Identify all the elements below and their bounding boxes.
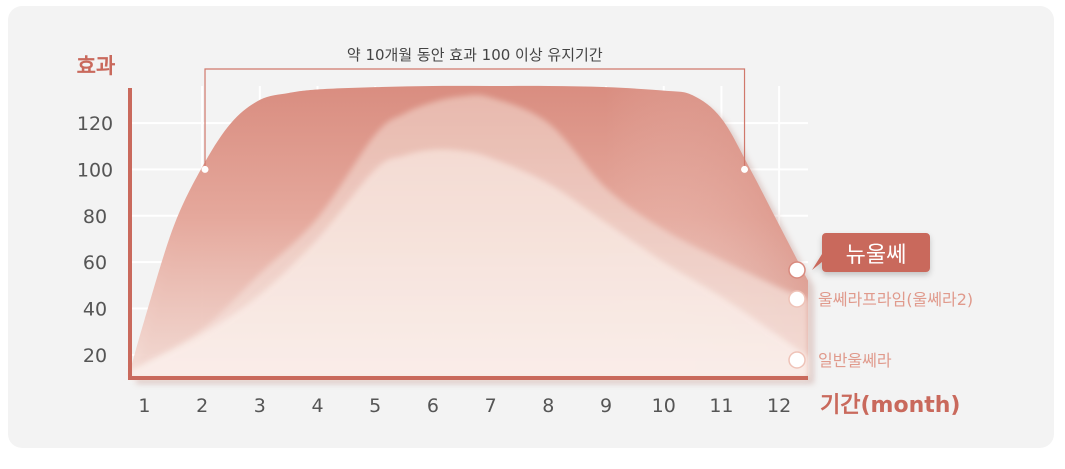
annotation-end-dot	[741, 165, 749, 173]
series-area-group	[130, 149, 808, 378]
x-tick-label: 2	[196, 395, 208, 417]
series-label: 일반울쎄라	[818, 351, 892, 370]
x-tick-label: 8	[542, 395, 554, 417]
y-axis-label: 효과	[77, 54, 116, 78]
x-axis-label: 기간(month)	[820, 393, 960, 418]
axes	[128, 88, 808, 380]
y-tick-label: 120	[77, 113, 113, 135]
y-tick-label: 60	[83, 252, 107, 274]
series-label: 울쎄라프라임(울쎄라2)	[818, 290, 973, 309]
highlight-label-box	[812, 233, 930, 272]
series-end-marker	[788, 261, 806, 279]
x-tick-label: 12	[767, 395, 791, 417]
y-tick-label: 40	[83, 298, 107, 320]
series-area	[130, 149, 808, 378]
annotation-text: 약 10개월 동안 효과 100 이상 유지기간	[347, 46, 603, 64]
x-tick-label: 11	[709, 395, 733, 417]
x-tick-label: 10	[652, 395, 676, 417]
x-tick-label: 3	[254, 395, 266, 417]
series-end-marker	[788, 351, 806, 369]
duration-annotation: 약 10개월 동안 효과 100 이상 유지기간	[201, 46, 749, 173]
x-tick-label: 4	[311, 395, 323, 417]
x-tick-label: 7	[485, 395, 497, 417]
x-tick-label: 5	[369, 395, 381, 417]
annotation-start-dot	[201, 165, 209, 173]
series-end-marker	[788, 290, 806, 308]
series-label: 뉴울쎄	[846, 243, 907, 268]
x-tick-label: 1	[138, 395, 150, 417]
annotation-bracket	[204, 68, 746, 170]
highlight-label-bg	[812, 233, 930, 272]
series-areas	[130, 85, 814, 384]
x-tick-label: 9	[600, 395, 612, 417]
y-tick-label: 80	[83, 206, 107, 228]
y-tick-label: 20	[83, 345, 107, 367]
x-tick-label: 6	[427, 395, 439, 417]
y-tick-label: 100	[77, 159, 113, 181]
